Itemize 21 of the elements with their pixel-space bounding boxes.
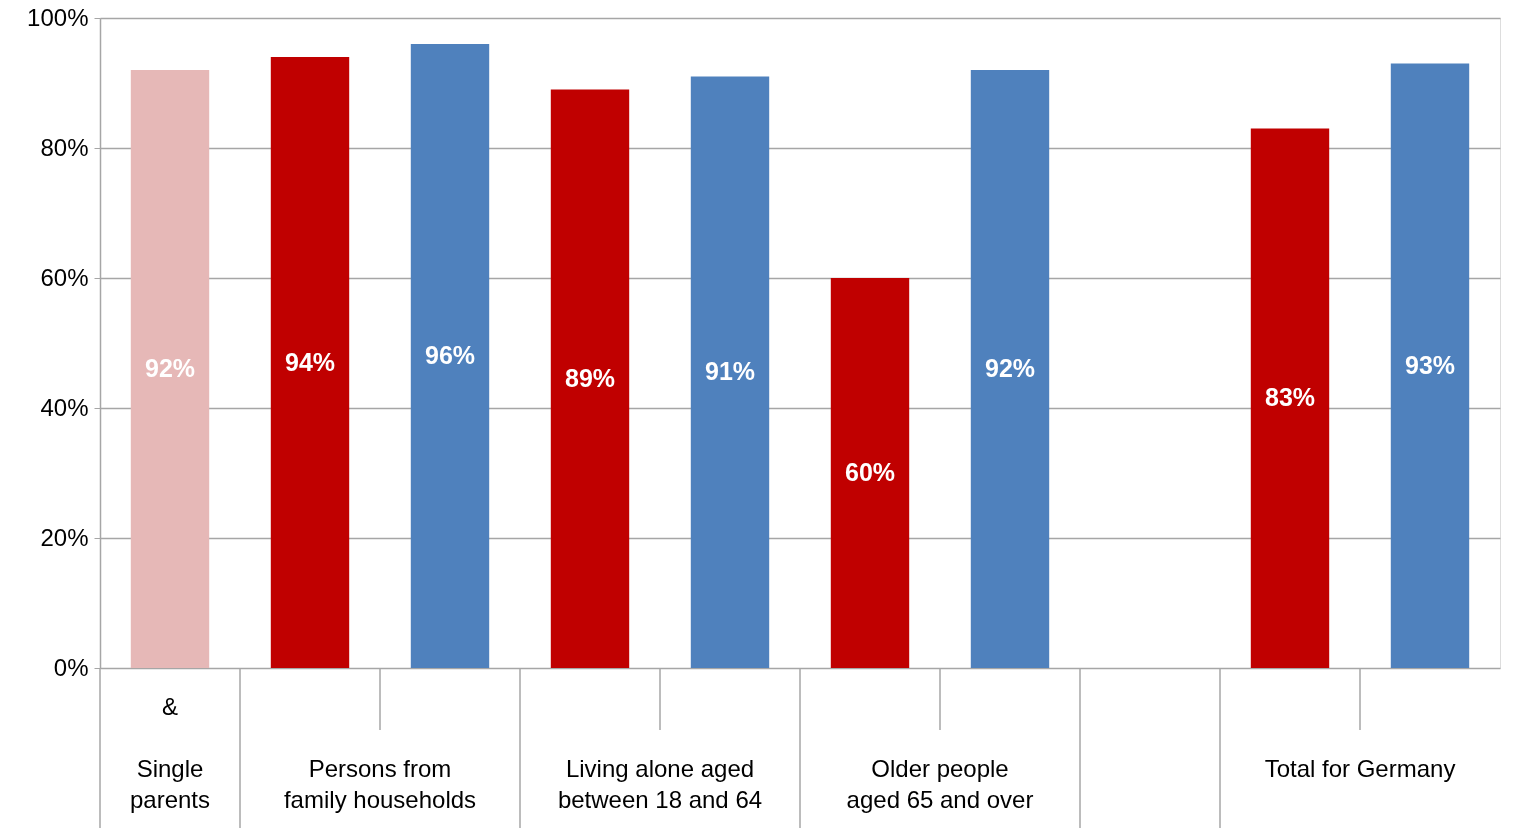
y-tick-label: 80% (40, 133, 89, 161)
x-tick-label: Total for Germany (1264, 755, 1456, 782)
y-tick-label: 100% (27, 3, 89, 31)
data-label: 94% (284, 347, 336, 376)
data-label: 91% (704, 357, 756, 386)
data-label: 89% (564, 363, 616, 392)
y-tick-label: 40% (40, 393, 89, 421)
text: & (161, 693, 179, 720)
x-tick-label: Single parents (129, 755, 211, 813)
data-label: 83% (1264, 383, 1316, 412)
data-label: 93% (1404, 350, 1456, 379)
x-tick-label: Living alone aged between 18 and 64 (557, 755, 763, 813)
data-label: 96% (424, 341, 476, 369)
y-tick-label: 20% (40, 523, 89, 551)
data-label: 92% (984, 354, 1036, 382)
x-tick-label: Older people aged 65 and over (846, 755, 1034, 813)
y-tick-label: 0% (53, 653, 89, 681)
y-tick-label: 60% (40, 263, 89, 291)
x-tick-label: Persons from family households (283, 755, 477, 813)
data-label: 60% (844, 458, 896, 486)
data-label: 92% (144, 354, 196, 382)
